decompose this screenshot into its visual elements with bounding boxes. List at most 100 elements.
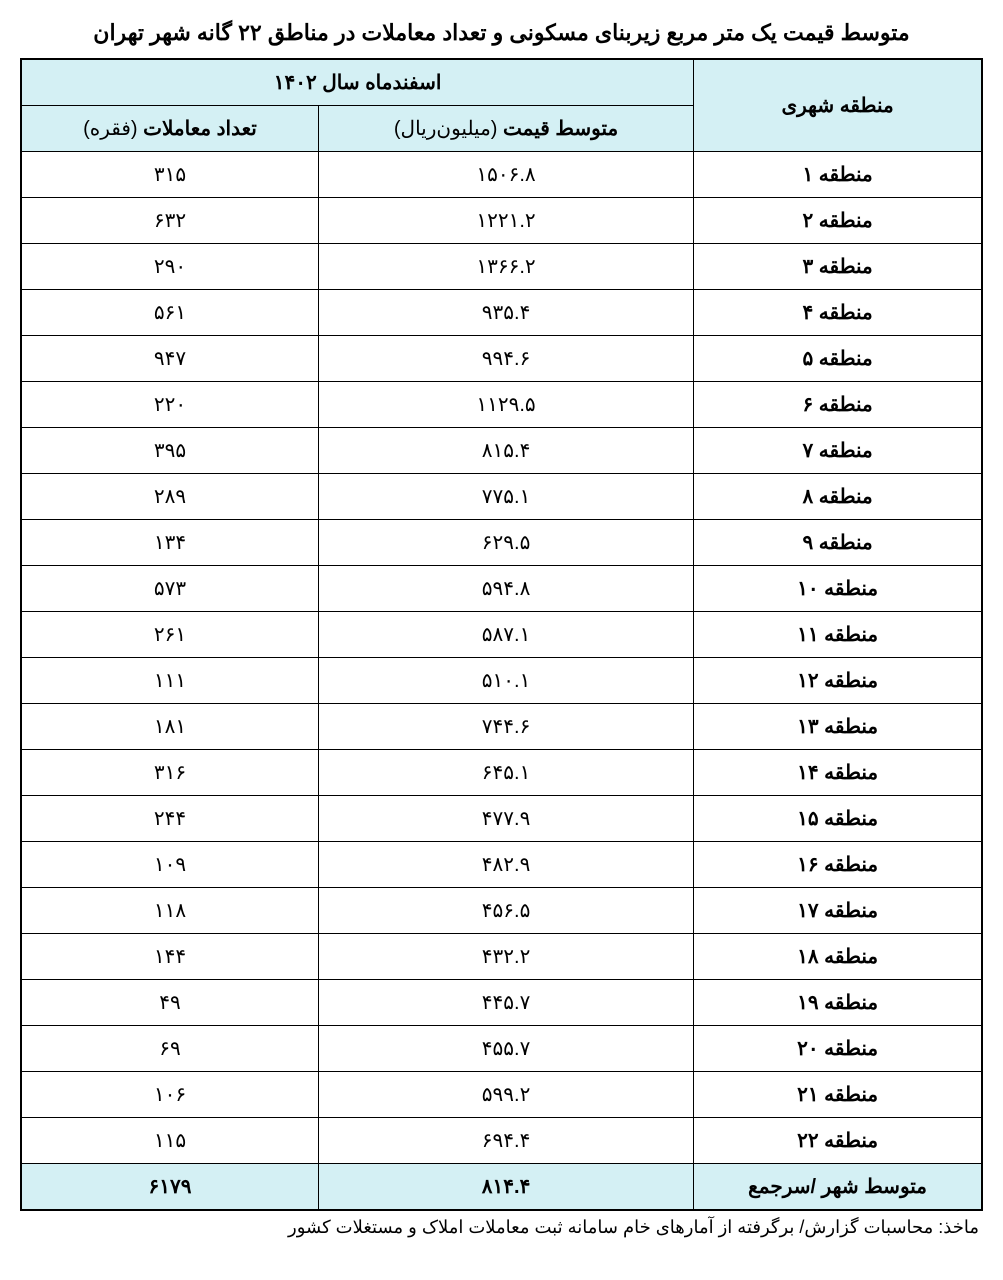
table-row: منطقه ۲۰۴۵۵.۷۶۹ xyxy=(21,1026,982,1072)
cell-count: ۵۷۳ xyxy=(21,566,318,612)
cell-region: منطقه ۱۳ xyxy=(694,704,982,750)
table-row: منطقه ۱۷۴۵۶.۵۱۱۸ xyxy=(21,888,982,934)
header-avg-price-unit: (میلیون‌ریال) xyxy=(394,118,503,140)
cell-region: منطقه ۱۴ xyxy=(694,750,982,796)
total-row: متوسط شهر /سرجمع۸۱۴.۴۶۱۷۹ xyxy=(21,1164,982,1211)
cell-price: ۴۸۲.۹ xyxy=(318,842,693,888)
cell-region: منطقه ۱۹ xyxy=(694,980,982,1026)
table-row: منطقه ۳۱۳۶۶.۲۲۹۰ xyxy=(21,244,982,290)
cell-price: ۱۲۲۱.۲ xyxy=(318,198,693,244)
cell-count: ۲۴۴ xyxy=(21,796,318,842)
table-row: منطقه ۱۸۴۳۲.۲۱۴۴ xyxy=(21,934,982,980)
table-title: متوسط قیمت یک متر مربع زیربنای مسکونی و … xyxy=(20,20,983,46)
table-row: منطقه ۲۱۵۹۹.۲۱۰۶ xyxy=(21,1072,982,1118)
cell-price: ۴۵۵.۷ xyxy=(318,1026,693,1072)
cell-count: ۹۴۷ xyxy=(21,336,318,382)
cell-price: ۵۱۰.۱ xyxy=(318,658,693,704)
cell-price: ۴۷۷.۹ xyxy=(318,796,693,842)
table-row: منطقه ۸۷۷۵.۱۲۸۹ xyxy=(21,474,982,520)
header-tx-count-unit: (فقره) xyxy=(83,118,143,140)
table-row: منطقه ۱۰۵۹۴.۸۵۷۳ xyxy=(21,566,982,612)
cell-price: ۴۴۵.۷ xyxy=(318,980,693,1026)
table-row: منطقه ۲۱۲۲۱.۲۶۳۲ xyxy=(21,198,982,244)
table-row: منطقه ۱۲۵۱۰.۱۱۱۱ xyxy=(21,658,982,704)
cell-region: منطقه ۱۶ xyxy=(694,842,982,888)
cell-region: منطقه ۲۰ xyxy=(694,1026,982,1072)
cell-price: ۱۵۰۶.۸ xyxy=(318,152,693,198)
cell-count: ۱۰۶ xyxy=(21,1072,318,1118)
cell-price: ۹۹۴.۶ xyxy=(318,336,693,382)
cell-count: ۱۰۹ xyxy=(21,842,318,888)
cell-count: ۱۱۱ xyxy=(21,658,318,704)
cell-region: منطقه ۱۵ xyxy=(694,796,982,842)
cell-count: ۳۱۵ xyxy=(21,152,318,198)
cell-price: ۴۳۲.۲ xyxy=(318,934,693,980)
cell-region: منطقه ۱۲ xyxy=(694,658,982,704)
cell-region: منطقه ۶ xyxy=(694,382,982,428)
header-avg-price: متوسط قیمت (میلیون‌ریال) xyxy=(318,106,693,152)
cell-count: ۳۱۶ xyxy=(21,750,318,796)
table-row: منطقه ۴۹۳۵.۴۵۶۱ xyxy=(21,290,982,336)
cell-price: ۶۴۵.۱ xyxy=(318,750,693,796)
table-row: منطقه ۱۵۴۷۷.۹۲۴۴ xyxy=(21,796,982,842)
cell-price: ۵۹۴.۸ xyxy=(318,566,693,612)
cell-price: ۸۱۵.۴ xyxy=(318,428,693,474)
header-tx-count: تعداد معاملات (فقره) xyxy=(21,106,318,152)
total-count: ۶۱۷۹ xyxy=(21,1164,318,1211)
total-label: متوسط شهر /سرجمع xyxy=(694,1164,982,1211)
table-row: منطقه ۱۴۶۴۵.۱۳۱۶ xyxy=(21,750,982,796)
cell-region: منطقه ۲۱ xyxy=(694,1072,982,1118)
table-row: منطقه ۲۲۶۹۴.۴۱۱۵ xyxy=(21,1118,982,1164)
total-price: ۸۱۴.۴ xyxy=(318,1164,693,1211)
cell-region: منطقه ۱۸ xyxy=(694,934,982,980)
cell-count: ۲۹۰ xyxy=(21,244,318,290)
table-row: منطقه ۱۳۷۴۴.۶۱۸۱ xyxy=(21,704,982,750)
cell-region: منطقه ۲۲ xyxy=(694,1118,982,1164)
cell-count: ۱۱۵ xyxy=(21,1118,318,1164)
cell-region: منطقه ۱۷ xyxy=(694,888,982,934)
table-row: منطقه ۹۶۲۹.۵۱۳۴ xyxy=(21,520,982,566)
cell-price: ۴۵۶.۵ xyxy=(318,888,693,934)
cell-region: منطقه ۲ xyxy=(694,198,982,244)
cell-region: منطقه ۱۱ xyxy=(694,612,982,658)
header-avg-price-bold: متوسط قیمت xyxy=(503,118,618,140)
cell-price: ۱۳۶۶.۲ xyxy=(318,244,693,290)
cell-region: منطقه ۹ xyxy=(694,520,982,566)
cell-price: ۶۲۹.۵ xyxy=(318,520,693,566)
price-table: منطقه شهری اسفندماه سال ۱۴۰۲ متوسط قیمت … xyxy=(20,58,983,1211)
table-row: منطقه ۱۹۴۴۵.۷۴۹ xyxy=(21,980,982,1026)
cell-region: منطقه ۷ xyxy=(694,428,982,474)
cell-count: ۱۱۸ xyxy=(21,888,318,934)
table-row: منطقه ۱۱۵۸۷.۱۲۶۱ xyxy=(21,612,982,658)
cell-price: ۵۹۹.۲ xyxy=(318,1072,693,1118)
cell-count: ۲۸۹ xyxy=(21,474,318,520)
cell-region: منطقه ۸ xyxy=(694,474,982,520)
header-tx-count-bold: تعداد معاملات xyxy=(143,118,257,140)
cell-price: ۹۳۵.۴ xyxy=(318,290,693,336)
cell-count: ۵۶۱ xyxy=(21,290,318,336)
cell-price: ۶۹۴.۴ xyxy=(318,1118,693,1164)
table-row: منطقه ۷۸۱۵.۴۳۹۵ xyxy=(21,428,982,474)
cell-count: ۲۶۱ xyxy=(21,612,318,658)
cell-count: ۳۹۵ xyxy=(21,428,318,474)
cell-count: ۱۸۱ xyxy=(21,704,318,750)
cell-count: ۶۹ xyxy=(21,1026,318,1072)
header-period: اسفندماه سال ۱۴۰۲ xyxy=(21,59,694,106)
cell-region: منطقه ۱۰ xyxy=(694,566,982,612)
cell-count: ۴۹ xyxy=(21,980,318,1026)
cell-count: ۲۲۰ xyxy=(21,382,318,428)
table-row: منطقه ۵۹۹۴.۶۹۴۷ xyxy=(21,336,982,382)
source-note: ماخذ: محاسبات گزارش/ برگرفته از آمارهای … xyxy=(20,1217,983,1238)
cell-count: ۱۳۴ xyxy=(21,520,318,566)
cell-region: منطقه ۵ xyxy=(694,336,982,382)
cell-count: ۱۴۴ xyxy=(21,934,318,980)
cell-price: ۱۱۲۹.۵ xyxy=(318,382,693,428)
table-row: منطقه ۱۶۴۸۲.۹۱۰۹ xyxy=(21,842,982,888)
cell-region: منطقه ۴ xyxy=(694,290,982,336)
table-row: منطقه ۱۱۵۰۶.۸۳۱۵ xyxy=(21,152,982,198)
cell-price: ۷۷۵.۱ xyxy=(318,474,693,520)
cell-region: منطقه ۳ xyxy=(694,244,982,290)
cell-count: ۶۳۲ xyxy=(21,198,318,244)
header-region: منطقه شهری xyxy=(694,59,982,152)
table-row: منطقه ۶۱۱۲۹.۵۲۲۰ xyxy=(21,382,982,428)
